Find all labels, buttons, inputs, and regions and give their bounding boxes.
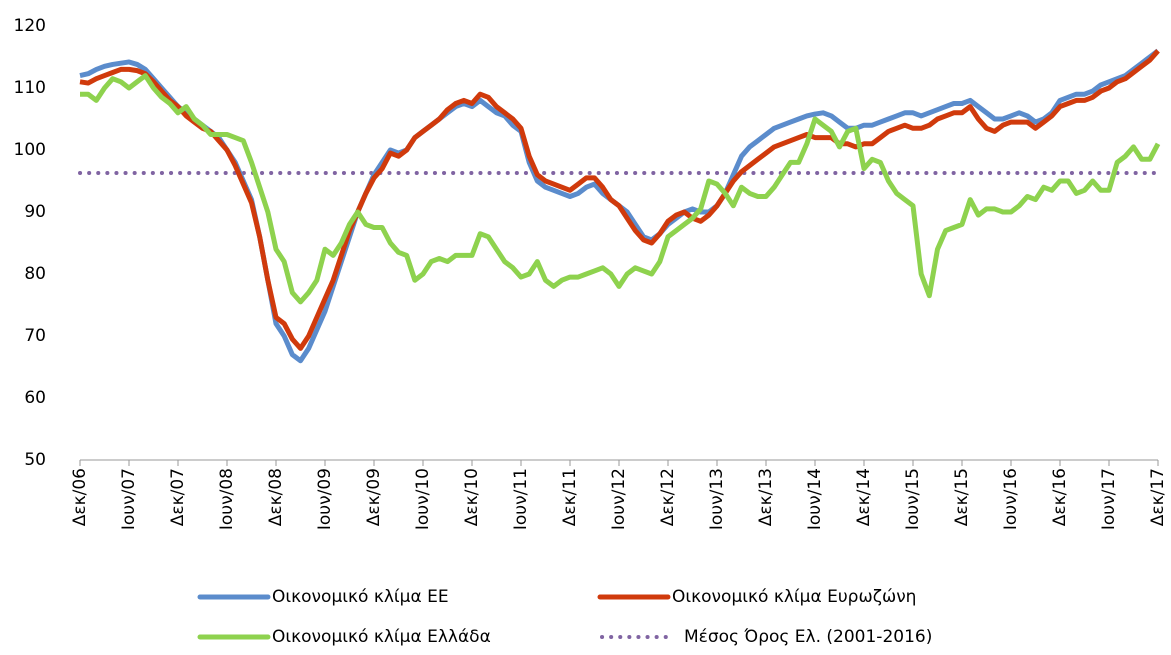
x-tick-label: Ιουν/10 xyxy=(413,468,433,530)
x-tick-label: Δεκ/07 xyxy=(168,468,188,526)
x-tick-label: Ιουν/17 xyxy=(1099,468,1119,530)
y-tick-label: 70 xyxy=(24,326,46,346)
x-tick-label: Δεκ/16 xyxy=(1050,468,1070,526)
x-tick-label: Δεκ/14 xyxy=(854,468,874,526)
legend-label: Μέσος Όρος Ελ. (2001-2016) xyxy=(684,627,932,647)
x-tick-label: Ιουν/15 xyxy=(903,468,923,530)
y-tick-label: 90 xyxy=(24,202,46,222)
y-tick-label: 120 xyxy=(14,16,46,36)
y-tick-label: 110 xyxy=(14,78,46,98)
x-tick-label: Ιουν/13 xyxy=(707,468,727,530)
x-tick-label: Ιουν/07 xyxy=(119,468,139,530)
x-tick-label: Δεκ/06 xyxy=(70,468,90,526)
x-tick-label: Δεκ/12 xyxy=(658,468,678,526)
y-tick-label: 50 xyxy=(24,450,46,470)
y-tick-label: 80 xyxy=(24,264,46,284)
x-tick-label: Ιουν/09 xyxy=(315,468,335,530)
x-tick-label: Δεκ/11 xyxy=(560,468,580,526)
y-tick-label: 60 xyxy=(24,388,46,408)
x-tick-label: Δεκ/09 xyxy=(364,468,384,526)
x-tick-label: Δεκ/17 xyxy=(1148,468,1168,526)
x-tick-label: Ιουν/12 xyxy=(609,468,629,530)
series-line xyxy=(79,49,1160,351)
series-line xyxy=(80,73,1161,305)
x-tick-label: Ιουν/16 xyxy=(1001,468,1021,530)
x-tick-label: Δεκ/08 xyxy=(266,468,286,526)
x-tick-label: Ιουν/14 xyxy=(805,468,825,530)
legend-label: Οικονομικό κλίμα Ελλάδα xyxy=(272,627,491,647)
x-tick-label: Δεκ/15 xyxy=(952,468,972,526)
legend-label: Οικονομικό κλίμα ΕΕ xyxy=(272,587,449,607)
x-tick-label: Ιουν/08 xyxy=(217,468,237,530)
x-tick-label: Ιουν/11 xyxy=(511,468,531,530)
x-tick-label: Δεκ/13 xyxy=(756,468,776,526)
y-tick-label: 100 xyxy=(14,140,46,160)
legend-label: Οικονομικό κλίμα Ευρωζώνη xyxy=(672,587,916,607)
x-tick-label: Δεκ/10 xyxy=(462,468,482,526)
